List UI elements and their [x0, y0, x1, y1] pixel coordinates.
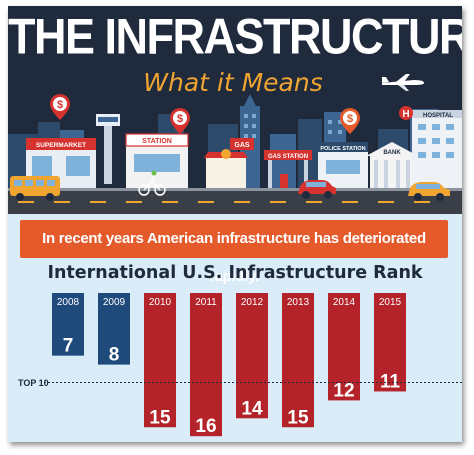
year-label-2013: 2013	[287, 297, 310, 308]
year-label-2010: 2010	[149, 297, 172, 308]
bar-2008	[52, 293, 84, 356]
headline-banner: In recent years American infrastructure …	[20, 220, 448, 285]
bars-group: 2008 7 2009 8 2010 15 2011 16 2012 14 2013 15 2014 12…	[52, 293, 406, 437]
bar-2009	[98, 293, 130, 365]
rank-value-2011: 16	[195, 416, 216, 437]
station-sign: STATION	[142, 138, 172, 145]
map-pin-icon: $	[340, 108, 360, 134]
header-panel: THE INFRASTRUCTURE BILL What it Means	[8, 6, 462, 214]
infographic-poster: THE INFRASTRUCTURE BILL What it Means	[8, 6, 462, 442]
year-label-2008: 2008	[57, 297, 80, 308]
rank-value-2012: 14	[241, 398, 263, 419]
police-station-sign: POLICE STATION	[320, 146, 365, 152]
gas-sign: GAS	[234, 142, 250, 149]
top-10-label: TOP 10	[18, 378, 49, 388]
svg-text:$: $	[177, 113, 183, 125]
year-label-2011: 2011	[195, 297, 217, 308]
gas-station-sign: GAS STATION	[268, 154, 308, 160]
bar-2012	[236, 293, 268, 419]
hospital-badge-icon	[399, 106, 413, 120]
chart-title: International U.S. Infrastructure Rank	[47, 263, 423, 283]
rank-value-2009: 8	[109, 345, 120, 366]
banner-text: In recent years American infrastructure …	[42, 230, 426, 285]
bar-2013	[282, 293, 314, 428]
rank-value-2013: 15	[287, 407, 309, 428]
rank-value-2015: 11	[380, 371, 401, 392]
bar-2011	[190, 293, 222, 437]
map-pin-icon: $	[50, 94, 70, 120]
supermarket-sign: SUPERMARKET	[36, 142, 86, 149]
year-label-2012: 2012	[241, 297, 264, 308]
svg-text:$: $	[57, 99, 63, 111]
yellow-car-icon	[408, 182, 450, 201]
red-car-icon	[298, 180, 336, 199]
year-label-2009: 2009	[103, 297, 126, 308]
rank-value-2014: 12	[333, 380, 354, 401]
bar-2015	[374, 293, 406, 392]
cyclist-icon	[138, 170, 166, 196]
year-label-2015: 2015	[379, 297, 402, 308]
bar-2010	[144, 293, 176, 428]
svg-text:$: $	[347, 113, 353, 125]
city-skyline-illustration: SUPERMARKET STATION GAS GAS STATION POL	[8, 94, 462, 214]
map-pin-icon: $	[170, 108, 190, 134]
hospital-badge-letter: H	[402, 109, 409, 120]
airplane-icon	[382, 74, 424, 91]
bank-sign: BANK	[383, 150, 401, 156]
rank-value-2010: 15	[149, 407, 171, 428]
year-label-2014: 2014	[333, 297, 356, 308]
page-subtitle: What it Means	[143, 68, 323, 97]
school-bus-icon	[10, 176, 60, 201]
rank-value-2008: 7	[63, 336, 74, 357]
rank-bar-chart: 2008 7 2009 8 2010 15 2011 16 2012 14 2013 15 2014 12…	[18, 293, 462, 437]
page-title: THE INFRASTRUCTURE BILL	[8, 7, 462, 65]
hospital-sign: HOSPITAL	[423, 113, 453, 119]
